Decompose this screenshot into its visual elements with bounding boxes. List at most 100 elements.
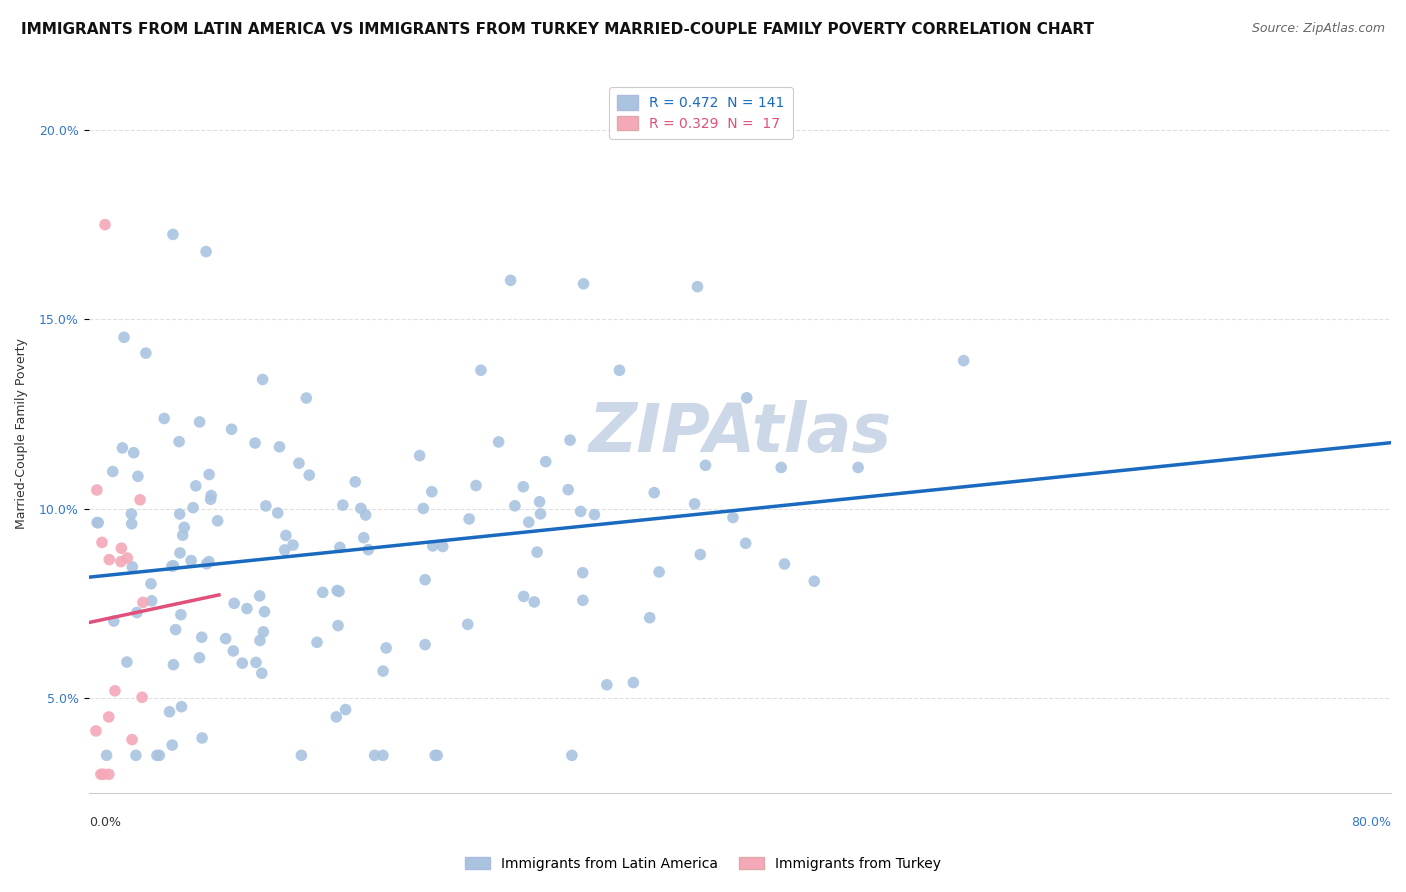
Point <box>214 632 236 646</box>
Point <box>561 748 583 763</box>
Point <box>87 516 110 530</box>
Point <box>110 541 132 556</box>
Point <box>526 545 548 559</box>
Point <box>326 583 349 598</box>
Point <box>132 595 155 609</box>
Legend: Immigrants from Latin America, Immigrants from Turkey: Immigrants from Latin America, Immigrant… <box>460 851 946 876</box>
Point <box>363 748 385 763</box>
Point <box>104 683 127 698</box>
Point <box>111 441 134 455</box>
Point <box>200 492 222 507</box>
Point <box>596 678 619 692</box>
Point <box>773 557 796 571</box>
Point <box>120 507 142 521</box>
Point <box>101 465 124 479</box>
Point <box>121 560 143 574</box>
Point <box>326 618 349 632</box>
Point <box>529 507 551 521</box>
Text: IMMIGRANTS FROM LATIN AMERICA VS IMMIGRANTS FROM TURKEY MARRIED-COUPLE FAMILY PO: IMMIGRANTS FROM LATIN AMERICA VS IMMIGRA… <box>21 22 1094 37</box>
Point <box>129 492 152 507</box>
Point <box>412 501 434 516</box>
Point <box>686 279 709 293</box>
Point <box>200 489 222 503</box>
Point <box>131 690 153 705</box>
Point <box>281 538 304 552</box>
Point <box>952 353 974 368</box>
Point <box>98 552 121 566</box>
Point <box>517 515 540 529</box>
Point <box>125 606 148 620</box>
Point <box>224 596 246 610</box>
Point <box>97 710 120 724</box>
Point <box>245 656 267 670</box>
Y-axis label: Married-Couple Family Poverty: Married-Couple Family Poverty <box>15 337 28 529</box>
Point <box>295 391 318 405</box>
Point <box>350 501 373 516</box>
Point <box>167 434 190 449</box>
Point <box>503 499 526 513</box>
Point <box>413 638 436 652</box>
Point <box>94 218 117 232</box>
Point <box>159 705 181 719</box>
Point <box>689 548 711 562</box>
Point <box>169 507 191 521</box>
Point <box>273 543 295 558</box>
Point <box>344 475 367 489</box>
Point <box>298 468 321 483</box>
Point <box>408 449 430 463</box>
Point <box>236 601 259 615</box>
Point <box>353 531 375 545</box>
Point <box>683 497 706 511</box>
Point <box>354 508 377 522</box>
Point <box>465 478 488 492</box>
Point <box>572 277 595 291</box>
Point <box>91 767 114 781</box>
Point <box>125 748 148 763</box>
Point <box>250 666 273 681</box>
Point <box>112 330 135 344</box>
Point <box>160 738 183 752</box>
Point <box>121 516 143 531</box>
Point <box>583 508 606 522</box>
Point <box>198 555 221 569</box>
Point <box>172 528 194 542</box>
Point <box>621 675 644 690</box>
Point <box>103 614 125 628</box>
Point <box>332 498 354 512</box>
Point <box>243 436 266 450</box>
Point <box>846 460 869 475</box>
Point <box>312 585 335 599</box>
Point <box>499 273 522 287</box>
Point <box>188 415 211 429</box>
Point <box>180 553 202 567</box>
Point <box>188 650 211 665</box>
Point <box>423 748 446 763</box>
Point <box>735 391 758 405</box>
Point <box>488 434 510 449</box>
Point <box>170 607 193 622</box>
Point <box>141 594 163 608</box>
Point <box>86 483 108 497</box>
Point <box>420 484 443 499</box>
Point <box>252 372 274 386</box>
Text: 80.0%: 80.0% <box>1351 816 1391 829</box>
Point <box>357 542 380 557</box>
Point <box>512 480 534 494</box>
Point <box>432 540 454 554</box>
Point <box>643 485 665 500</box>
Point <box>184 479 207 493</box>
Point <box>458 512 481 526</box>
Point <box>470 363 492 377</box>
Point <box>191 731 214 745</box>
Text: 0.0%: 0.0% <box>89 816 121 829</box>
Point <box>165 623 187 637</box>
Point <box>115 655 138 669</box>
Point <box>290 748 312 763</box>
Point <box>169 546 191 560</box>
Point <box>523 595 546 609</box>
Point <box>117 551 139 566</box>
Text: ZIPAtlas: ZIPAtlas <box>588 401 891 467</box>
Point <box>190 630 212 644</box>
Point <box>569 504 592 518</box>
Point <box>195 557 218 571</box>
